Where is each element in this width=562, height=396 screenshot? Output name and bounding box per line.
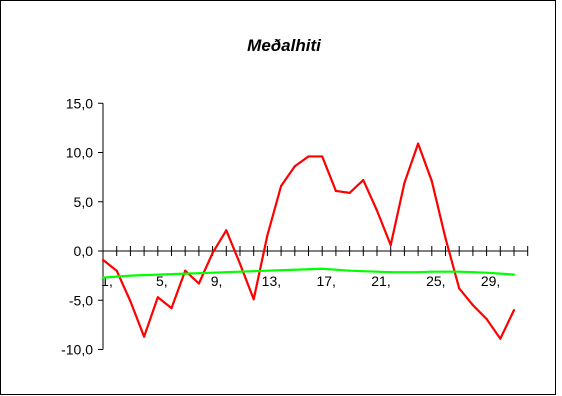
series-2-point (444, 270, 447, 273)
y-tick-label: 5,0 (74, 194, 94, 210)
series-1-point (211, 251, 214, 255)
plot-area (101, 142, 516, 340)
series-2-point (280, 269, 283, 272)
series-1-point (471, 304, 474, 307)
series-1-point (403, 181, 406, 185)
series-1-point (238, 262, 242, 265)
series-2-point (266, 269, 269, 272)
x-axis: 1, 5, 9, 13, 17, 21, 25, 29, (101, 246, 529, 289)
series-2-point (101, 276, 105, 279)
series-1-point (170, 307, 173, 310)
series-1-point (184, 269, 187, 272)
series-2-point (471, 271, 474, 274)
series-1-point (389, 243, 392, 247)
series-1-point (430, 179, 433, 183)
series-2-point (197, 272, 200, 275)
series-1-point (307, 155, 310, 158)
series-2-point (115, 275, 118, 278)
y-axis: 15,0 10,0 5,0 0,0 -5,0 -10,0 (61, 95, 104, 358)
series-2-point (211, 271, 214, 274)
series-2-point (375, 270, 379, 273)
series-1-point (458, 287, 461, 290)
x-tick-label: 1, (101, 273, 113, 289)
series-1-point (375, 209, 379, 212)
series-1-point (293, 165, 296, 168)
y-tick-label: -10,0 (61, 342, 93, 358)
series-1-point (362, 178, 365, 182)
series-2-point (417, 271, 420, 274)
series-1-point (252, 298, 255, 301)
series-2-point (143, 274, 146, 277)
series-1-point (321, 155, 324, 158)
series-2-point (403, 271, 406, 274)
series-1-point (280, 184, 283, 188)
series-2-point (348, 269, 351, 272)
y-tick-label: 0,0 (74, 243, 94, 259)
series-1-point (101, 258, 105, 261)
series-1-point (485, 317, 488, 321)
series-1-point (129, 300, 132, 303)
y-tick-label: -5,0 (69, 292, 93, 308)
series-2-point (252, 270, 255, 273)
series-2-point (485, 271, 488, 274)
series-2-point (334, 268, 337, 271)
series-1-point (417, 142, 420, 145)
series-2-point (170, 273, 173, 276)
series-1-point (444, 237, 447, 240)
series-2-point (321, 267, 324, 270)
series-1-point (266, 234, 269, 237)
series-2-point (307, 268, 310, 271)
series-1-point (225, 229, 228, 232)
series-1-point (512, 309, 516, 312)
series-1-point (143, 335, 146, 338)
series-1-point (197, 282, 200, 285)
series-2-point (389, 271, 392, 274)
x-tick-label: 29, (481, 273, 500, 289)
series-1-point (334, 189, 337, 193)
series-2-point (499, 272, 502, 275)
series-2-point (430, 270, 433, 273)
x-tick-label: 17, (316, 273, 335, 289)
series-2-point (129, 274, 132, 277)
x-tick-label: 13, (262, 273, 281, 289)
y-tick-label: 10,0 (66, 145, 93, 161)
series-1-point (156, 296, 159, 299)
series-2-point (458, 270, 461, 273)
x-tick-label: 5, (156, 273, 168, 289)
series-2-point (238, 270, 242, 273)
x-tick-label: 25, (426, 273, 445, 289)
series-2-point (512, 273, 516, 276)
series-1-point (348, 191, 351, 194)
series-1-point (499, 337, 502, 340)
series-2-point (184, 272, 187, 275)
series-2-point (293, 268, 296, 271)
y-tick-label: 15,0 (66, 95, 93, 111)
series-1-point (115, 269, 118, 272)
series-2-point (156, 273, 159, 276)
series-2-point (362, 270, 365, 273)
series-2-point (225, 271, 228, 274)
chart-title: Meðalhiti (247, 36, 322, 55)
x-tick-label: 21, (371, 273, 390, 289)
x-tick-label: 9, (211, 273, 223, 289)
